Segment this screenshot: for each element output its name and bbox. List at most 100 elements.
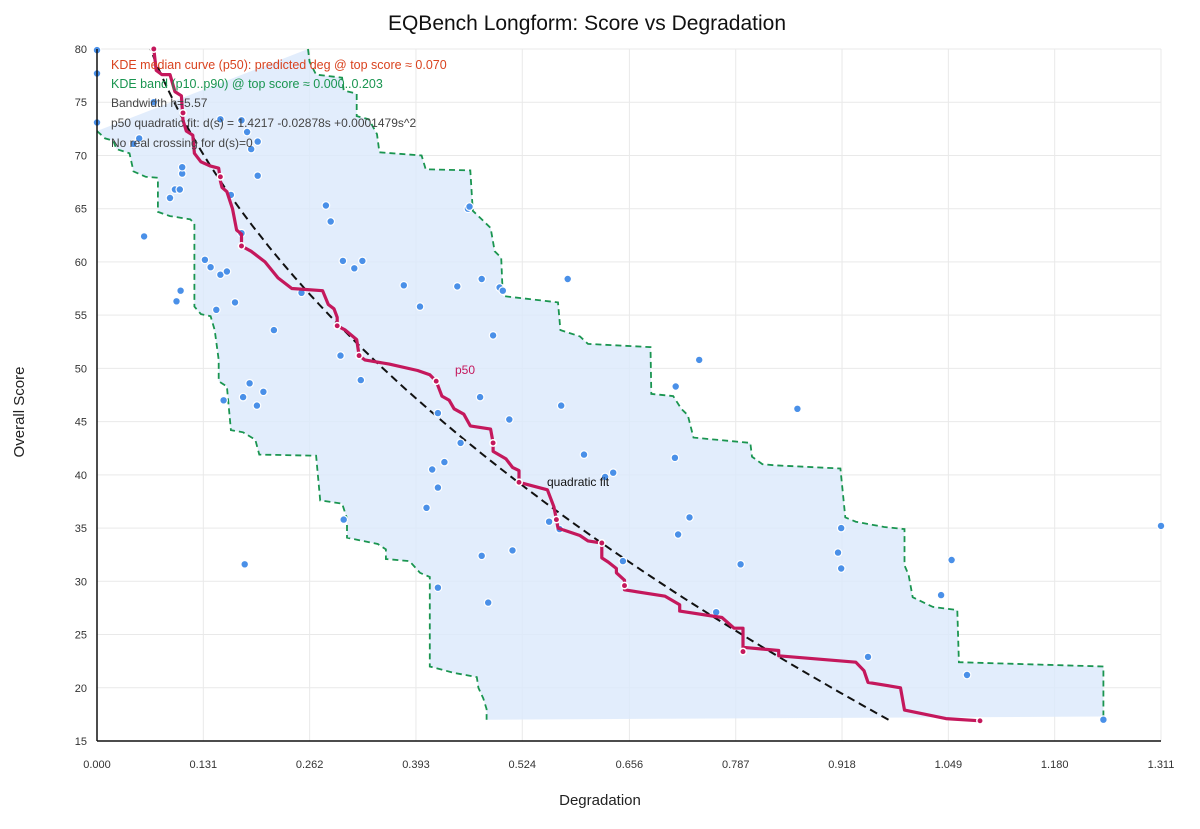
data-point xyxy=(504,415,514,424)
data-point xyxy=(608,468,618,478)
data-point xyxy=(427,465,437,474)
data-point xyxy=(936,590,946,600)
data-point xyxy=(129,139,138,149)
data-point xyxy=(415,302,425,312)
y-axis-label: Overall Score xyxy=(11,367,28,458)
data-point xyxy=(238,392,248,402)
data-point xyxy=(177,162,187,172)
data-point xyxy=(483,598,493,607)
quadratic-fit-label: quadratic fit xyxy=(547,475,610,489)
data-point xyxy=(456,438,466,448)
data-point xyxy=(326,217,336,226)
y-tick-label: 55 xyxy=(75,310,87,322)
data-point xyxy=(556,401,566,411)
data-point xyxy=(1156,521,1166,531)
p50-label: p50 xyxy=(455,363,475,377)
x-tick-label: 1.180 xyxy=(1041,759,1069,771)
data-point xyxy=(498,286,508,296)
data-point xyxy=(176,286,186,296)
data-point xyxy=(134,133,144,143)
y-tick-label: 80 xyxy=(75,44,87,56)
x-tick-label: 0.918 xyxy=(828,759,856,771)
kde-band-lower-p10 xyxy=(96,130,488,720)
x-tick-label: 0.131 xyxy=(190,759,218,771)
annotation-quadratic-fit: p50 quadratic fit: d(s) = 1.4217 -0.0287… xyxy=(111,116,417,130)
data-point xyxy=(508,546,517,555)
y-tick-label: 15 xyxy=(75,736,87,748)
median-marker xyxy=(432,377,441,386)
data-point xyxy=(1098,715,1108,725)
data-point xyxy=(240,559,250,569)
data-point xyxy=(475,392,485,402)
x-axis-label: Degradation xyxy=(559,792,641,809)
kde-band-upper-p90 xyxy=(307,48,1105,717)
data-point xyxy=(694,355,704,365)
data-point xyxy=(422,503,431,513)
data-point xyxy=(685,513,694,522)
data-point xyxy=(833,548,843,557)
median-marker xyxy=(739,647,747,656)
data-point xyxy=(563,274,573,284)
x-tick-label: 0.787 xyxy=(722,759,750,771)
y-tick-label: 45 xyxy=(75,417,87,429)
median-marker xyxy=(216,172,225,181)
data-point xyxy=(222,267,232,276)
median-marker xyxy=(489,438,498,447)
data-point xyxy=(206,262,216,272)
median-marker xyxy=(355,351,364,360)
median-marker xyxy=(237,242,246,250)
data-point xyxy=(339,515,349,524)
data-point xyxy=(172,296,181,306)
data-point xyxy=(215,114,225,124)
data-point xyxy=(440,457,449,467)
annotation-bandwidth: Bandwidth h=5.57 xyxy=(111,96,208,110)
data-point xyxy=(230,298,240,307)
y-tick-label: 20 xyxy=(75,683,87,695)
annotation-band: KDE band (p10..p90) @ top score ≈ 0.000.… xyxy=(111,77,383,91)
data-point xyxy=(670,453,680,463)
data-point xyxy=(579,450,589,460)
data-point xyxy=(321,201,331,210)
data-point xyxy=(477,274,487,284)
data-point xyxy=(836,523,846,533)
data-point xyxy=(452,282,462,291)
chart-title: EQBench Longform: Score vs Degradation xyxy=(388,12,786,35)
x-tick-label: 0.524 xyxy=(509,759,537,771)
y-tick-label: 60 xyxy=(75,257,87,269)
x-tick-label: 0.000 xyxy=(83,759,111,771)
x-tick-label: 1.311 xyxy=(1148,759,1175,771)
data-point xyxy=(237,115,246,125)
data-point xyxy=(269,325,279,335)
data-point xyxy=(477,551,487,561)
quadratic-fit-line xyxy=(149,48,889,721)
data-point xyxy=(962,670,972,680)
data-point xyxy=(433,483,443,493)
data-point xyxy=(618,556,628,566)
data-point xyxy=(139,231,149,241)
data-point xyxy=(211,305,221,315)
median-marker xyxy=(333,321,342,330)
x-tick-label: 0.393 xyxy=(402,759,430,771)
data-point xyxy=(836,564,846,573)
data-point xyxy=(488,331,498,340)
x-axis-ticks: 0.000 0.131 0.262 0.393 0.524 0.656 0.787 0.918… xyxy=(83,759,1174,771)
data-point xyxy=(947,555,956,565)
data-point xyxy=(358,256,367,266)
y-tick-label: 70 xyxy=(75,150,87,162)
data-point xyxy=(200,255,210,265)
y-tick-label: 35 xyxy=(75,523,87,535)
y-tick-label: 50 xyxy=(75,363,87,375)
data-point xyxy=(671,382,681,391)
data-point xyxy=(252,401,262,411)
median-marker xyxy=(515,478,523,487)
median-markers xyxy=(149,45,984,725)
x-tick-label: 0.656 xyxy=(616,759,644,771)
y-tick-label: 40 xyxy=(75,470,87,482)
annotation-median: KDE median curve (p50): predicted deg @ … xyxy=(111,58,447,72)
data-point xyxy=(544,517,554,527)
data-point xyxy=(246,144,256,154)
data-point xyxy=(465,202,474,212)
data-points xyxy=(92,45,1166,725)
data-point xyxy=(253,137,263,147)
